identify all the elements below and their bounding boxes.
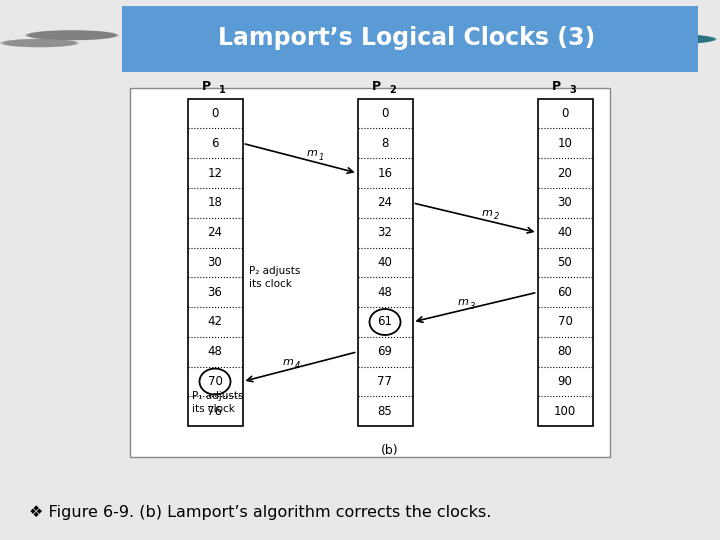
Circle shape	[623, 34, 716, 44]
FancyArrowPatch shape	[415, 204, 533, 233]
Text: 36: 36	[207, 286, 222, 299]
Text: 85: 85	[377, 405, 392, 418]
Text: 48: 48	[377, 286, 392, 299]
Text: 1: 1	[219, 85, 226, 95]
Text: 0: 0	[562, 107, 569, 120]
Text: P: P	[372, 80, 381, 93]
Text: 24: 24	[207, 226, 222, 239]
Bar	[187, 99, 243, 426]
Circle shape	[2, 39, 77, 47]
Text: 3: 3	[470, 302, 475, 310]
Bar	[130, 89, 610, 457]
FancyArrowPatch shape	[246, 144, 353, 173]
Text: 24: 24	[377, 197, 392, 210]
Text: 32: 32	[377, 226, 392, 239]
Text: ❖ Figure 6-9. (b) Lamport’s algorithm corrects the clocks.: ❖ Figure 6-9. (b) Lamport’s algorithm co…	[29, 505, 491, 521]
Text: 0: 0	[211, 107, 219, 120]
Text: 16: 16	[377, 167, 392, 180]
Bar	[538, 99, 593, 426]
Text: P₂ adjusts
its clock: P₂ adjusts its clock	[250, 266, 301, 289]
Circle shape	[625, 35, 714, 44]
Text: 76: 76	[207, 405, 222, 418]
Text: P: P	[552, 80, 561, 93]
Text: 90: 90	[557, 375, 572, 388]
Text: 4: 4	[295, 361, 300, 370]
Circle shape	[0, 39, 79, 48]
Text: 20: 20	[557, 167, 572, 180]
Text: 50: 50	[557, 256, 572, 269]
FancyArrowPatch shape	[417, 293, 535, 322]
Text: 77: 77	[377, 375, 392, 388]
Text: P₁ adjusts
its clock: P₁ adjusts its clock	[192, 391, 244, 414]
Text: 3: 3	[569, 85, 576, 95]
Text: m: m	[307, 148, 318, 158]
Text: 30: 30	[207, 256, 222, 269]
Text: 48: 48	[207, 345, 222, 358]
FancyArrowPatch shape	[247, 353, 355, 382]
Text: 40: 40	[557, 226, 572, 239]
Text: 6: 6	[211, 137, 219, 150]
Text: 70: 70	[557, 315, 572, 328]
Circle shape	[25, 30, 119, 40]
Text: 10: 10	[557, 137, 572, 150]
Text: 2: 2	[494, 212, 500, 221]
Text: 80: 80	[557, 345, 572, 358]
Text: 8: 8	[382, 137, 389, 150]
Text: 69: 69	[377, 345, 392, 358]
Text: 70: 70	[207, 375, 222, 388]
Text: (b): (b)	[381, 443, 399, 456]
Bar	[122, 6, 698, 72]
Text: 30: 30	[557, 197, 572, 210]
Text: m: m	[482, 208, 492, 218]
Text: 1: 1	[319, 153, 325, 162]
Text: 0: 0	[382, 107, 389, 120]
Text: 12: 12	[207, 167, 222, 180]
Text: Lamport’s Logical Clocks (3): Lamport’s Logical Clocks (3)	[218, 25, 595, 50]
Text: P: P	[202, 80, 211, 93]
Text: 42: 42	[207, 315, 222, 328]
Bar	[358, 99, 413, 426]
Text: 100: 100	[554, 405, 576, 418]
Text: 60: 60	[557, 286, 572, 299]
Circle shape	[27, 30, 117, 40]
Text: 18: 18	[207, 197, 222, 210]
Text: 2: 2	[389, 85, 396, 95]
Text: 61: 61	[377, 315, 392, 328]
Text: m: m	[458, 297, 469, 307]
Text: m: m	[282, 356, 294, 367]
Text: 40: 40	[377, 256, 392, 269]
